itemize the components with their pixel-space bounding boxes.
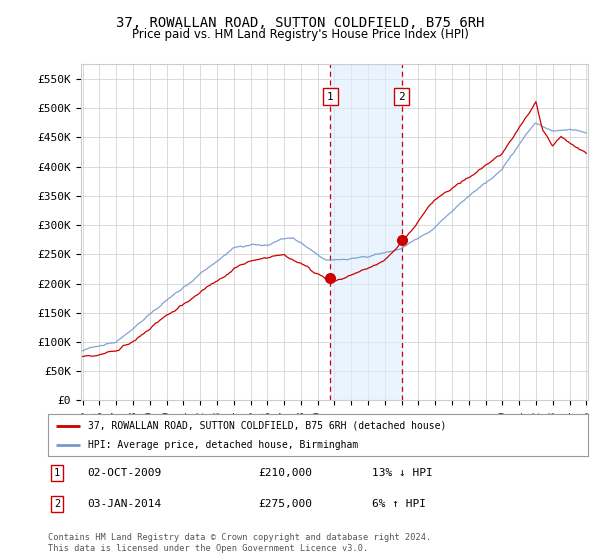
Text: 6% ↑ HPI: 6% ↑ HPI [372,499,426,509]
Text: HPI: Average price, detached house, Birmingham: HPI: Average price, detached house, Birm… [89,440,359,450]
Text: 2: 2 [54,499,60,509]
Text: £210,000: £210,000 [258,468,312,478]
Text: £275,000: £275,000 [258,499,312,509]
Bar [331,64,401,400]
Text: 1: 1 [54,468,60,478]
Text: 1: 1 [327,91,334,101]
Text: 02-OCT-2009: 02-OCT-2009 [87,468,161,478]
Text: 13% ↓ HPI: 13% ↓ HPI [372,468,433,478]
Text: 37, ROWALLAN ROAD, SUTTON COLDFIELD, B75 6RH: 37, ROWALLAN ROAD, SUTTON COLDFIELD, B75… [116,16,484,30]
Text: 03-JAN-2014: 03-JAN-2014 [87,499,161,509]
Text: Price paid vs. HM Land Registry's House Price Index (HPI): Price paid vs. HM Land Registry's House … [131,28,469,41]
Text: 37, ROWALLAN ROAD, SUTTON COLDFIELD, B75 6RH (detached house): 37, ROWALLAN ROAD, SUTTON COLDFIELD, B75… [89,421,447,431]
Text: Contains HM Land Registry data © Crown copyright and database right 2024.
This d: Contains HM Land Registry data © Crown c… [48,533,431,553]
Text: 2: 2 [398,91,405,101]
